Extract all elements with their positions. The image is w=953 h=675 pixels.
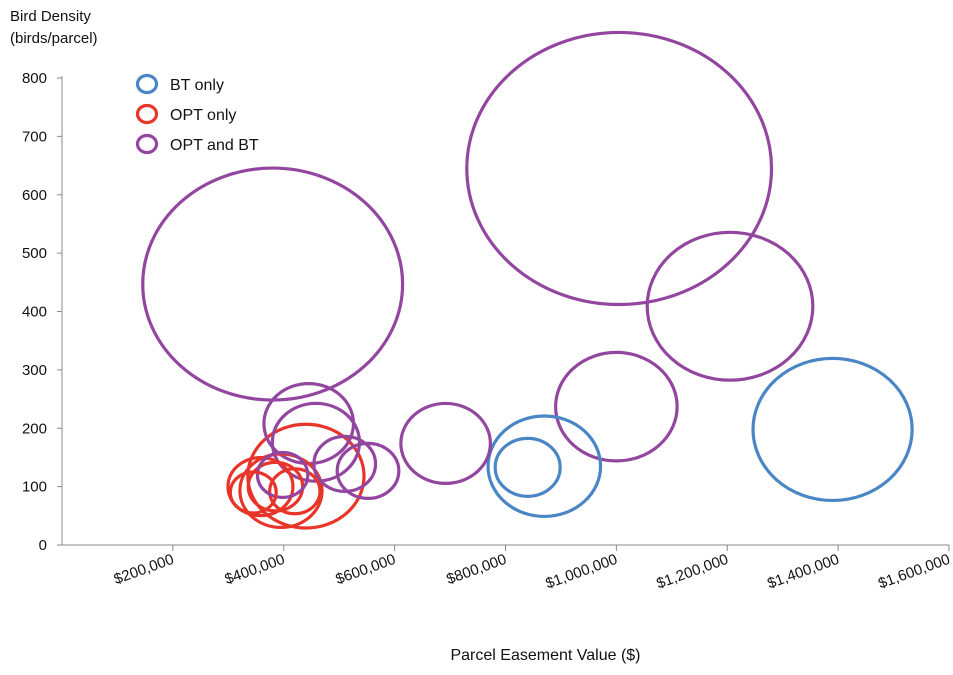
y-tick-label: 100 [22, 479, 47, 496]
axis-titles: Bird Density (birds/parcel) Parcel Easemen… [10, 8, 641, 664]
bubble-point [228, 470, 278, 515]
bubble-point [255, 450, 310, 500]
x-tick-label: $1,400,000 [765, 551, 841, 593]
y-tick-label: 500 [22, 245, 47, 262]
bubble-point [645, 230, 815, 382]
bubble-point [246, 422, 366, 530]
y-axis-title: Bird Density [10, 8, 91, 25]
legend-label: BT only [170, 77, 224, 94]
x-axis-title: Parcel Easement Value ($) [450, 647, 640, 664]
legend-label: OPT only [170, 107, 236, 124]
bubble-point [312, 434, 378, 493]
bubble-point [493, 436, 562, 498]
x-tick-label: $1,600,000 [876, 551, 952, 593]
bubble-point [399, 401, 492, 486]
x-tick-label: $600,000 [333, 551, 398, 588]
bubble-point [465, 30, 774, 307]
bubble-point [751, 356, 914, 503]
x-tick-label: $1,200,000 [654, 551, 730, 593]
y-tick-label: 200 [22, 420, 47, 437]
bubble-point [268, 467, 322, 516]
x-tick-label: $1,000,000 [543, 551, 619, 593]
x-tick-label: $400,000 [222, 551, 287, 588]
y-tick-label: 700 [22, 128, 47, 145]
bubble-marks [141, 30, 914, 530]
legend-marker [135, 103, 159, 125]
x-tick-label: $200,000 [112, 551, 177, 588]
legend: BT only OPT only OPT and BT [135, 73, 259, 155]
x-tick-label: $800,000 [444, 551, 509, 588]
bubble-point [486, 414, 603, 519]
bubble-point [226, 456, 295, 518]
bubble-point [335, 441, 401, 500]
y-axis-title: (birds/parcel) [10, 30, 98, 47]
y-tick-label: 400 [22, 304, 47, 321]
y-tick-label: 0 [39, 537, 47, 554]
bubble-point [554, 350, 679, 463]
y-tick-label: 300 [22, 362, 47, 379]
y-tick-label: 800 [22, 70, 47, 87]
axes: 0 100 200 300 400 500 600 700 800 $200,000 $400,00… [22, 70, 952, 592]
legend-label: OPT and BT [170, 137, 259, 154]
bubble-point [141, 166, 405, 402]
legend-marker [135, 73, 159, 95]
legend-marker [135, 133, 159, 155]
y-tick-label: 600 [22, 187, 47, 204]
